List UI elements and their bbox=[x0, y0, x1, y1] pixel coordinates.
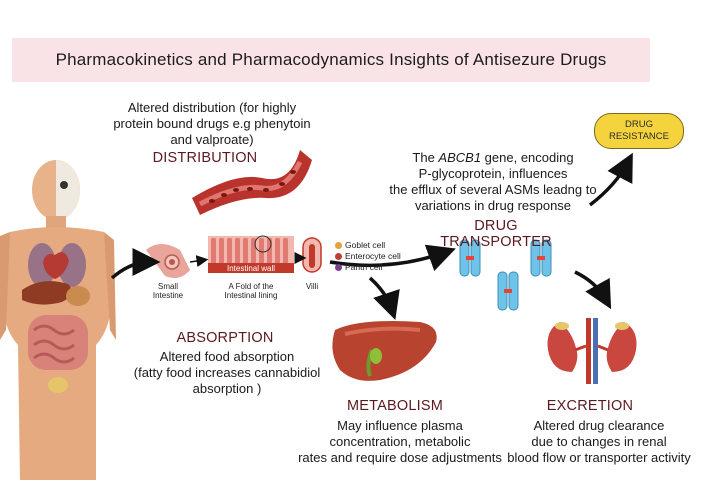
goblet-dot-icon bbox=[335, 242, 342, 249]
metabolism-heading: METABOLISM bbox=[347, 398, 443, 414]
villi-label: Villi bbox=[305, 282, 319, 291]
transporter-description: The ABCB1 gene, encoding P-glycoprotein,… bbox=[389, 150, 597, 213]
transporter-heading: DRUG TRANSPORTER bbox=[440, 218, 552, 250]
drug-resistance-badge: DRUG RESISTANCE bbox=[594, 113, 684, 149]
flow-arrows bbox=[110, 152, 633, 320]
legend-item-panth: Panth cell bbox=[335, 262, 401, 273]
small-intestine-illustration bbox=[146, 244, 190, 278]
legend-item-enterocyte: Enterocyte cell bbox=[335, 251, 401, 262]
intestinal-wall-label: Intestinal wall bbox=[226, 264, 276, 273]
distribution-description: Altered distribution (for highly protein… bbox=[113, 100, 311, 147]
excretion-description: Altered drug clearance due to changes in… bbox=[507, 418, 691, 465]
absorption-heading: ABSORPTION bbox=[176, 330, 274, 346]
villi-illustration bbox=[302, 237, 322, 273]
enterocyte-dot-icon bbox=[335, 253, 342, 260]
panth-dot-icon bbox=[335, 264, 342, 271]
intestinal-fold-label: A Fold of the Intestinal lining bbox=[224, 282, 278, 300]
excretion-heading: EXCRETION bbox=[546, 398, 634, 414]
page-title: Pharmacokinetics and Pharmacodynamics In… bbox=[12, 38, 650, 82]
kidneys-illustration bbox=[547, 318, 637, 384]
cell-legend: Goblet cell Enterocyte cell Panth cell bbox=[335, 240, 401, 273]
distribution-heading: DISTRIBUTION bbox=[152, 150, 258, 166]
human-body-figure bbox=[0, 160, 116, 480]
legend-item-goblet: Goblet cell bbox=[335, 240, 401, 251]
liver-illustration bbox=[332, 321, 437, 381]
metabolism-description: May influence plasma concentration, meta… bbox=[298, 418, 502, 465]
small-intestine-label: Small Intestine bbox=[152, 282, 184, 300]
intestinal-fold-illustration bbox=[208, 235, 294, 273]
blood-vessel-illustration bbox=[192, 150, 312, 215]
drug-transporter-proteins bbox=[459, 239, 552, 311]
absorption-description: Altered food absorption (fatty food incr… bbox=[133, 349, 321, 396]
